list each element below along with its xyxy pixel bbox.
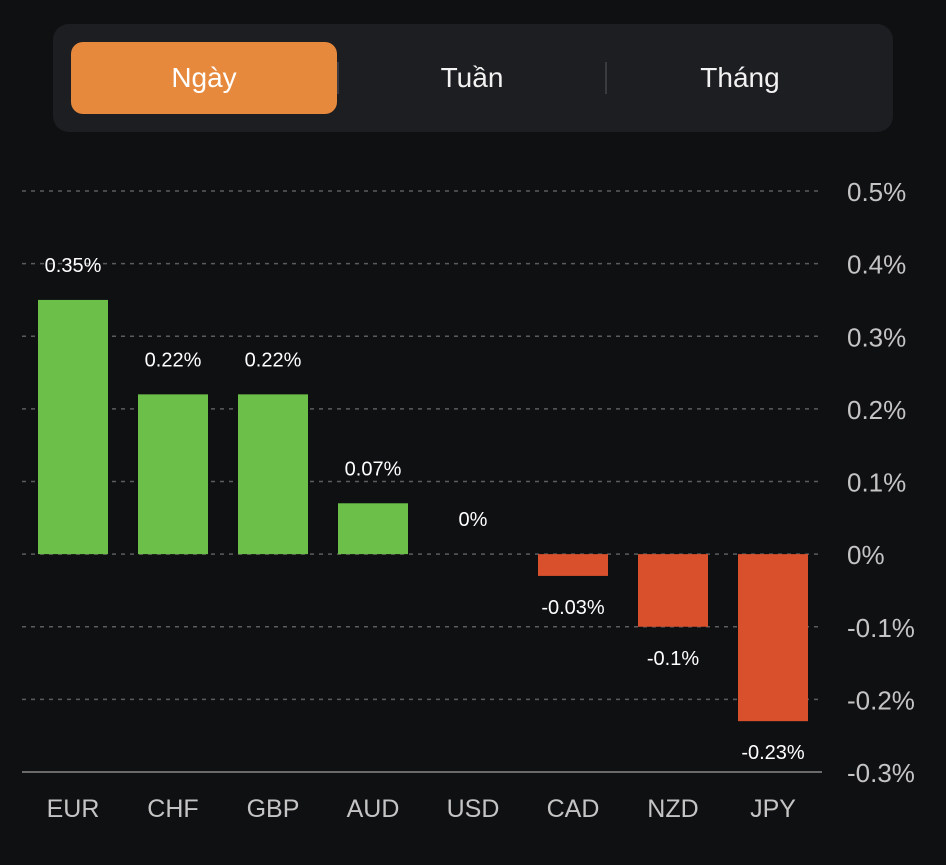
bar-chf <box>138 394 208 555</box>
value-label: 0.22% <box>145 349 202 371</box>
category-label: GBP <box>247 795 300 823</box>
value-label: 0.35% <box>45 255 102 277</box>
category-label: USD <box>447 795 500 823</box>
value-label: -0.1% <box>647 648 699 670</box>
value-label: 0% <box>459 509 488 531</box>
category-label: AUD <box>347 795 400 823</box>
category-label: CAD <box>547 795 600 823</box>
y-tick-label: 0.5% <box>847 177 906 207</box>
bar-eur <box>38 299 108 555</box>
category-label: NZD <box>647 795 698 823</box>
tab-divider <box>337 62 339 94</box>
bar-aud <box>338 503 408 555</box>
bar-gbp <box>238 394 308 555</box>
y-tick-label: 0.4% <box>847 250 906 280</box>
value-label: 0.22% <box>245 349 302 371</box>
y-tick-label: -0.2% <box>847 685 915 715</box>
y-tick-label: 0.3% <box>847 322 906 352</box>
tab-divider <box>605 62 607 94</box>
bar-jpy <box>738 554 808 722</box>
bar-nzd <box>638 554 708 627</box>
category-label: EUR <box>47 795 100 823</box>
tab-day[interactable]: Ngày <box>71 42 337 114</box>
y-tick-label: 0.2% <box>847 395 906 425</box>
tab-week[interactable]: Tuần <box>440 62 504 93</box>
bar-cad <box>538 554 608 576</box>
tab-month[interactable]: Tháng <box>700 62 780 93</box>
period-tab-bar: Ngày Tuần Tháng <box>53 24 893 132</box>
y-tick-label: -0.1% <box>847 613 915 643</box>
category-label: CHF <box>147 795 198 823</box>
value-label: 0.07% <box>345 458 402 480</box>
y-tick-label: 0.1% <box>847 468 906 498</box>
category-label: JPY <box>750 795 796 823</box>
y-tick-label: 0% <box>847 540 885 570</box>
y-tick-label: -0.3% <box>847 758 915 788</box>
value-label: -0.23% <box>741 742 805 764</box>
value-label: -0.03% <box>541 597 605 619</box>
